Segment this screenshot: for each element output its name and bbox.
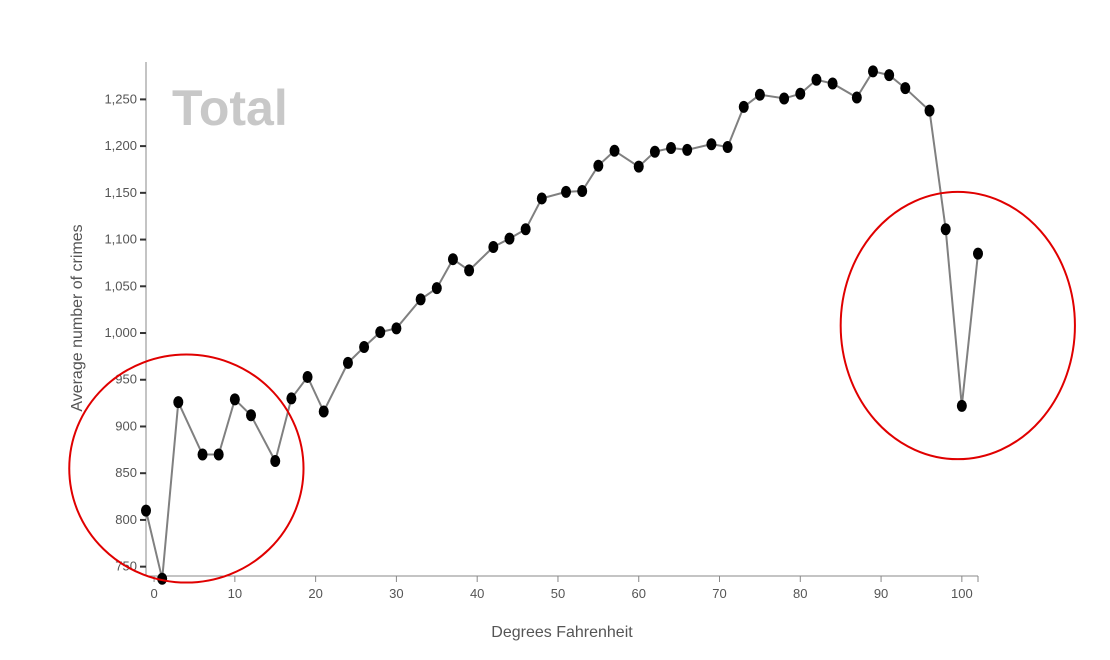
data-point (609, 144, 620, 157)
data-point (246, 409, 257, 422)
data-point (464, 264, 475, 277)
y-tick-label: 900 (115, 418, 137, 433)
data-point (520, 223, 531, 236)
x-tick-label: 80 (793, 586, 807, 601)
data-point (504, 232, 515, 245)
data-point (682, 143, 693, 156)
x-tick-label: 100 (951, 586, 973, 601)
data-point (431, 282, 442, 295)
x-tick-label: 60 (632, 586, 646, 601)
data-point (884, 69, 895, 82)
y-tick-label: 1,150 (104, 185, 137, 200)
data-point (779, 92, 790, 105)
highlight-circle (839, 190, 1076, 461)
x-tick-label: 10 (228, 586, 242, 601)
data-point (867, 65, 878, 78)
data-point (940, 223, 951, 236)
data-point (577, 184, 588, 197)
data-point (593, 159, 604, 172)
data-point (286, 392, 297, 405)
data-point (270, 455, 281, 468)
x-tick-label: 20 (308, 586, 322, 601)
data-point (738, 100, 749, 113)
data-point (956, 399, 967, 412)
series-layer (141, 65, 983, 585)
series-line (145, 70, 979, 580)
data-point (375, 326, 386, 339)
y-tick-label: 1,100 (104, 232, 137, 247)
data-point (706, 138, 717, 151)
x-tick-label: 50 (551, 586, 565, 601)
data-point (447, 253, 458, 266)
data-point (827, 77, 838, 90)
annotation-layer (68, 190, 1076, 584)
data-point (488, 241, 499, 254)
x-tick-label: 30 (389, 586, 403, 601)
x-axis: 0 10 20 30 40 50 60 70 80 90 100 (146, 575, 979, 601)
data-point (157, 572, 168, 585)
data-point (536, 192, 547, 205)
y-axis-title: Average number of crimes (69, 224, 86, 411)
y-tick-label: 1,200 (104, 138, 137, 153)
y-tick-label: 950 (115, 372, 137, 387)
y-tick-label: 1,000 (104, 325, 137, 340)
data-point (722, 141, 733, 154)
y-axis: 7508008509009501,0001,0501,1001,1501,200… (104, 62, 147, 576)
data-point (415, 293, 426, 306)
data-point (229, 393, 240, 406)
x-tick-label: 40 (470, 586, 484, 601)
data-point (754, 88, 765, 101)
chart-title: Total (172, 80, 288, 136)
data-point (302, 370, 313, 383)
data-point (633, 160, 644, 173)
data-point (561, 185, 572, 198)
y-tick-label: 850 (115, 465, 137, 480)
x-tick-label: 90 (874, 586, 888, 601)
data-point (213, 448, 224, 461)
data-point (811, 73, 822, 86)
highlight-circle (68, 353, 305, 584)
data-point (973, 247, 983, 260)
data-point (851, 91, 862, 104)
data-point (666, 141, 677, 154)
data-point (359, 341, 370, 354)
data-point (173, 396, 184, 409)
data-point (342, 356, 353, 369)
data-point (318, 405, 329, 418)
x-axis-title: Degrees Fahrenheit (491, 624, 633, 641)
data-point (141, 504, 151, 517)
y-tick-label: 1,250 (104, 91, 137, 106)
y-tick-label: 800 (115, 512, 137, 527)
y-tick-label: 1,050 (104, 278, 137, 293)
data-point (649, 145, 660, 158)
data-point (924, 104, 935, 117)
data-point (391, 322, 402, 335)
x-tick-label: 0 (150, 586, 157, 601)
x-tick-label: 70 (712, 586, 726, 601)
data-point (900, 82, 911, 95)
data-point (795, 87, 806, 100)
data-point (197, 448, 208, 461)
